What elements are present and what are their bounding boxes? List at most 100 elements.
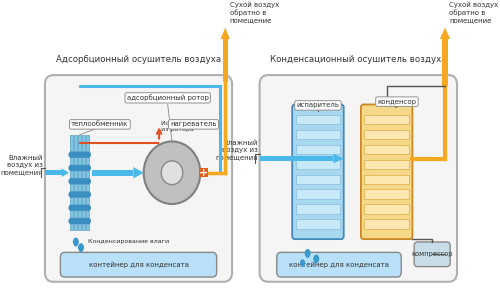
Text: Сухой воздух
обратно в
помещение: Сухой воздух обратно в помещение — [450, 1, 498, 23]
Text: Испарение влаги
из ротора: Испарение влаги из ротора — [161, 121, 218, 132]
Bar — [296, 130, 341, 139]
Circle shape — [82, 205, 86, 210]
Bar — [296, 160, 341, 169]
Bar — [296, 219, 341, 229]
Circle shape — [161, 161, 183, 185]
Text: +: + — [199, 168, 208, 178]
Circle shape — [82, 178, 86, 184]
Bar — [45, 170, 62, 175]
Circle shape — [73, 192, 78, 197]
Bar — [78, 135, 81, 230]
Bar — [86, 135, 90, 230]
Circle shape — [144, 141, 201, 204]
Polygon shape — [306, 249, 310, 252]
Text: конденсор: конденсор — [378, 99, 416, 104]
Bar — [70, 135, 73, 230]
Circle shape — [82, 165, 86, 171]
Circle shape — [78, 192, 82, 197]
Bar — [222, 39, 228, 82]
Circle shape — [69, 152, 74, 157]
Circle shape — [86, 152, 90, 157]
Circle shape — [86, 165, 90, 171]
Bar — [364, 219, 409, 229]
Text: нагреватель: нагреватель — [170, 121, 216, 127]
Bar — [364, 205, 409, 214]
Ellipse shape — [314, 256, 318, 264]
Bar — [296, 145, 341, 154]
Polygon shape — [300, 259, 305, 266]
Bar — [364, 130, 409, 139]
Ellipse shape — [300, 261, 304, 267]
Ellipse shape — [74, 239, 78, 247]
Bar — [364, 160, 409, 169]
Circle shape — [86, 205, 90, 210]
Circle shape — [73, 218, 78, 224]
Circle shape — [78, 205, 82, 210]
Polygon shape — [134, 167, 143, 178]
Bar — [296, 115, 341, 124]
Polygon shape — [313, 254, 320, 262]
Bar — [364, 175, 409, 184]
Circle shape — [73, 205, 78, 210]
Text: Конденсирование влаги: Конденсирование влаги — [88, 239, 169, 244]
Polygon shape — [440, 28, 450, 39]
FancyBboxPatch shape — [414, 242, 450, 267]
FancyBboxPatch shape — [200, 168, 208, 178]
Circle shape — [69, 178, 74, 184]
Text: теплообменник: теплообменник — [71, 121, 128, 127]
Bar — [296, 189, 341, 199]
Ellipse shape — [306, 251, 310, 258]
Circle shape — [86, 178, 90, 184]
Text: Влажный
воздух из
помещения: Влажный воздух из помещения — [1, 155, 43, 175]
Circle shape — [69, 205, 74, 210]
Circle shape — [69, 218, 74, 224]
Text: контейнер для конденсата: контейнер для конденсата — [288, 261, 388, 268]
Bar — [82, 135, 86, 230]
Polygon shape — [62, 168, 69, 177]
Polygon shape — [74, 238, 78, 241]
Circle shape — [69, 192, 74, 197]
FancyBboxPatch shape — [292, 104, 344, 239]
Circle shape — [78, 152, 82, 157]
Circle shape — [73, 152, 78, 157]
Circle shape — [78, 178, 82, 184]
Polygon shape — [73, 237, 79, 245]
Polygon shape — [301, 260, 304, 262]
Circle shape — [78, 218, 82, 224]
Circle shape — [86, 192, 90, 197]
Text: контейнер для конденсата: контейнер для конденсата — [88, 261, 188, 268]
Text: Конденсационный осушитель воздуха: Конденсационный осушитель воздуха — [270, 55, 446, 64]
Text: испаритель: испаритель — [296, 102, 340, 108]
Bar — [364, 145, 409, 154]
Bar — [296, 205, 341, 214]
Ellipse shape — [78, 245, 84, 252]
Text: Адсорбционный осушитель воздуха: Адсорбционный осушитель воздуха — [56, 55, 221, 64]
Circle shape — [82, 192, 86, 197]
FancyBboxPatch shape — [45, 75, 232, 282]
Circle shape — [73, 178, 78, 184]
Bar — [442, 39, 448, 86]
FancyBboxPatch shape — [277, 252, 401, 277]
Text: Сухой воздух
обратно в
помещение: Сухой воздух обратно в помещение — [230, 1, 279, 23]
Polygon shape — [304, 248, 310, 257]
Circle shape — [73, 165, 78, 171]
Polygon shape — [220, 28, 230, 39]
Bar — [260, 156, 334, 161]
Polygon shape — [78, 243, 84, 251]
Bar — [364, 115, 409, 124]
Circle shape — [78, 165, 82, 171]
Bar — [74, 135, 77, 230]
Circle shape — [69, 165, 74, 171]
Circle shape — [82, 218, 86, 224]
Bar — [92, 170, 134, 176]
FancyBboxPatch shape — [260, 75, 457, 282]
Text: адсорбционный ротор: адсорбционный ротор — [127, 94, 208, 101]
Text: Влажный
воздух из
помещения: Влажный воздух из помещения — [216, 140, 258, 160]
Circle shape — [86, 218, 90, 224]
Bar — [296, 175, 341, 184]
Polygon shape — [334, 154, 344, 163]
Text: компрессор: компрессор — [412, 251, 453, 257]
Polygon shape — [79, 244, 83, 247]
Circle shape — [82, 152, 86, 157]
FancyBboxPatch shape — [361, 104, 412, 239]
